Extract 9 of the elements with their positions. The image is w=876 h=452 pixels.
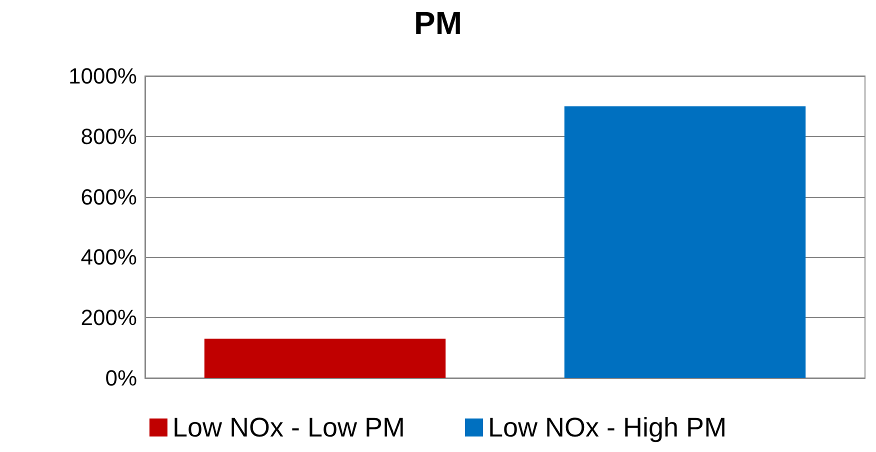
y-tick-label: 400% bbox=[80, 244, 137, 270]
y-tick-label: 800% bbox=[80, 124, 137, 149]
y-tick-label: 600% bbox=[80, 184, 137, 210]
legend-label: Low NOx - High PM bbox=[488, 412, 727, 442]
chart-title: PM bbox=[414, 5, 462, 41]
legend-label: Low NOx - Low PM bbox=[172, 412, 406, 442]
y-tick-label: 0% bbox=[105, 366, 137, 390]
y-tick-label: 1000% bbox=[68, 64, 137, 88]
y-tick-label: 200% bbox=[80, 305, 137, 330]
